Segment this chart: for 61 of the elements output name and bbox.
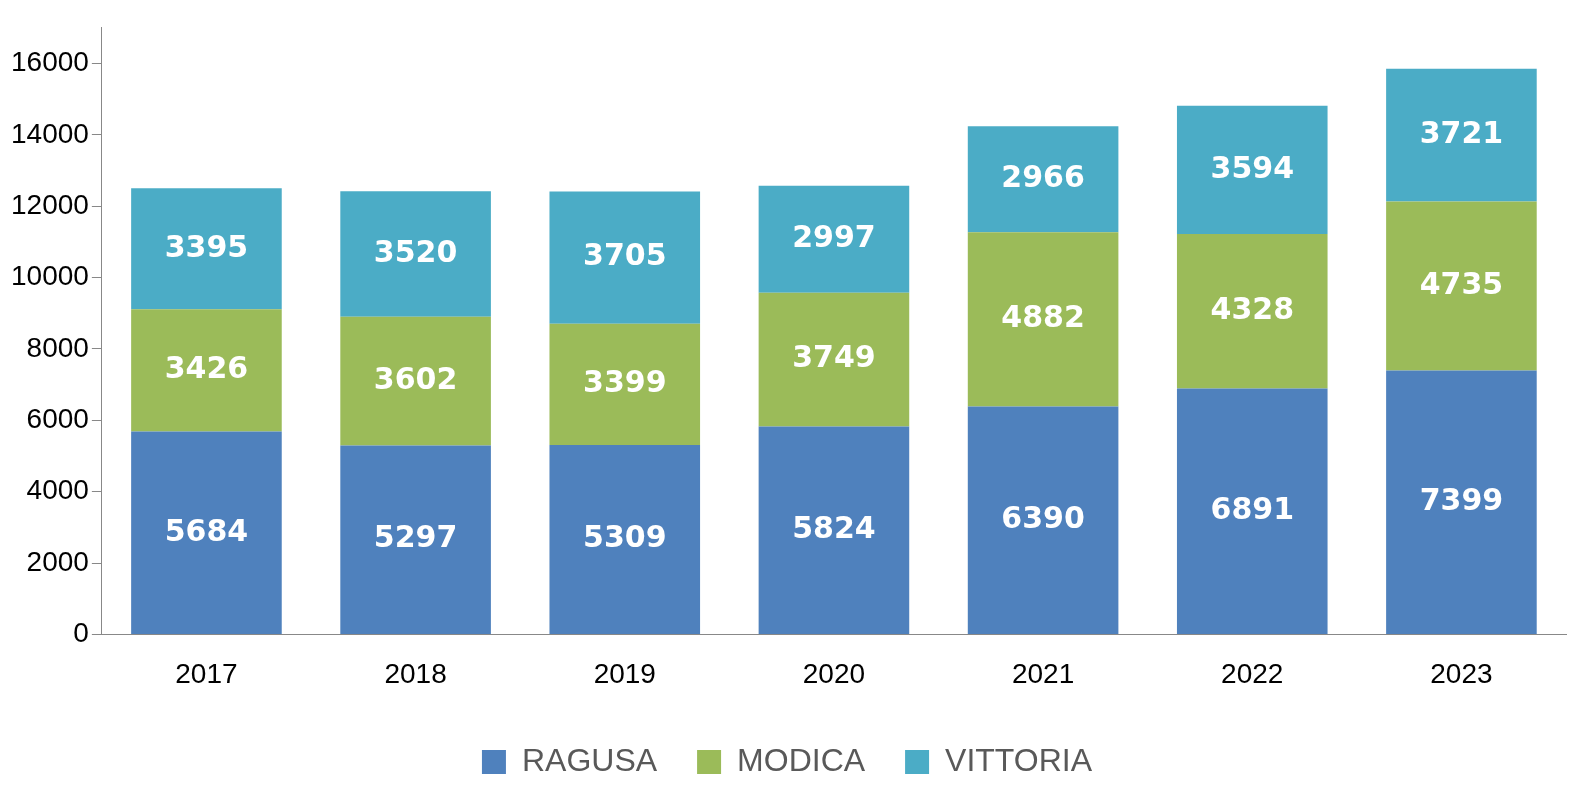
legend-label: MODICA: [737, 741, 866, 778]
bar: [967, 126, 1119, 233]
bar: [549, 191, 701, 324]
y-tick-label: 4000: [26, 474, 89, 506]
bar: [549, 444, 701, 634]
y-tick-label: 12000: [10, 188, 89, 220]
data-label: 2966: [1001, 159, 1085, 195]
bar: [1386, 370, 1537, 634]
bar: [967, 232, 1119, 407]
bar: [758, 426, 910, 634]
bar: [1176, 105, 1328, 235]
data-label: 5297: [373, 519, 458, 555]
data-label: 3602: [373, 360, 458, 396]
data-label: 3520: [373, 233, 458, 269]
bar: [1386, 201, 1537, 371]
y-tick-label: 2000: [26, 545, 89, 577]
data-label: 5684: [164, 512, 249, 548]
y-tick-label: 8000: [26, 331, 89, 363]
bar: [549, 323, 701, 445]
data-label: 5824: [792, 510, 876, 546]
data-label: 2997: [792, 219, 876, 255]
data-label: 3426: [164, 350, 249, 386]
bar: [758, 292, 910, 427]
data-label: 3399: [583, 364, 667, 400]
bar: [131, 309, 282, 432]
legend-label: VITTORIA: [945, 741, 1093, 778]
bar: [1386, 68, 1537, 202]
x-tick-label: 2021: [1011, 657, 1075, 689]
data-label: 6891: [1210, 491, 1295, 526]
legend-label: RAGUSA: [521, 741, 658, 778]
x-tick-label: 2018: [384, 657, 447, 689]
bar: [1176, 234, 1328, 389]
bar: [131, 431, 282, 634]
y-tick-label: 16000: [10, 46, 89, 78]
data-label: 4735: [1419, 265, 1504, 301]
x-tick-label: 2023: [1430, 657, 1493, 689]
x-tick-label: 2020: [802, 657, 866, 689]
x-tick-label: 2017: [175, 657, 238, 689]
bar: [1176, 388, 1328, 634]
data-label: 3705: [583, 237, 667, 273]
bar: [967, 406, 1119, 634]
x-tick-label: 2019: [593, 657, 656, 689]
data-label: 7399: [1419, 481, 1504, 517]
y-tick-label: 6000: [26, 403, 89, 435]
y-tick-label: 14000: [10, 117, 89, 149]
data-label: 3594: [1210, 149, 1295, 185]
bar: [131, 188, 282, 310]
bar: [340, 316, 491, 446]
y-tick-label: 10000: [10, 260, 89, 292]
data-label: 3749: [792, 339, 876, 375]
bar: [758, 185, 910, 293]
y-tick-label: 0: [73, 617, 89, 649]
data-label: 3721: [1419, 114, 1504, 150]
data-label: 3395: [164, 228, 249, 264]
bar: [340, 191, 491, 317]
data-label: 4328: [1210, 291, 1295, 327]
data-label: 6390: [1001, 499, 1085, 535]
data-label: 4882: [1001, 299, 1085, 335]
bar: [340, 445, 491, 634]
data-label: 5309: [583, 519, 667, 555]
x-tick-label: 2022: [1221, 657, 1284, 689]
